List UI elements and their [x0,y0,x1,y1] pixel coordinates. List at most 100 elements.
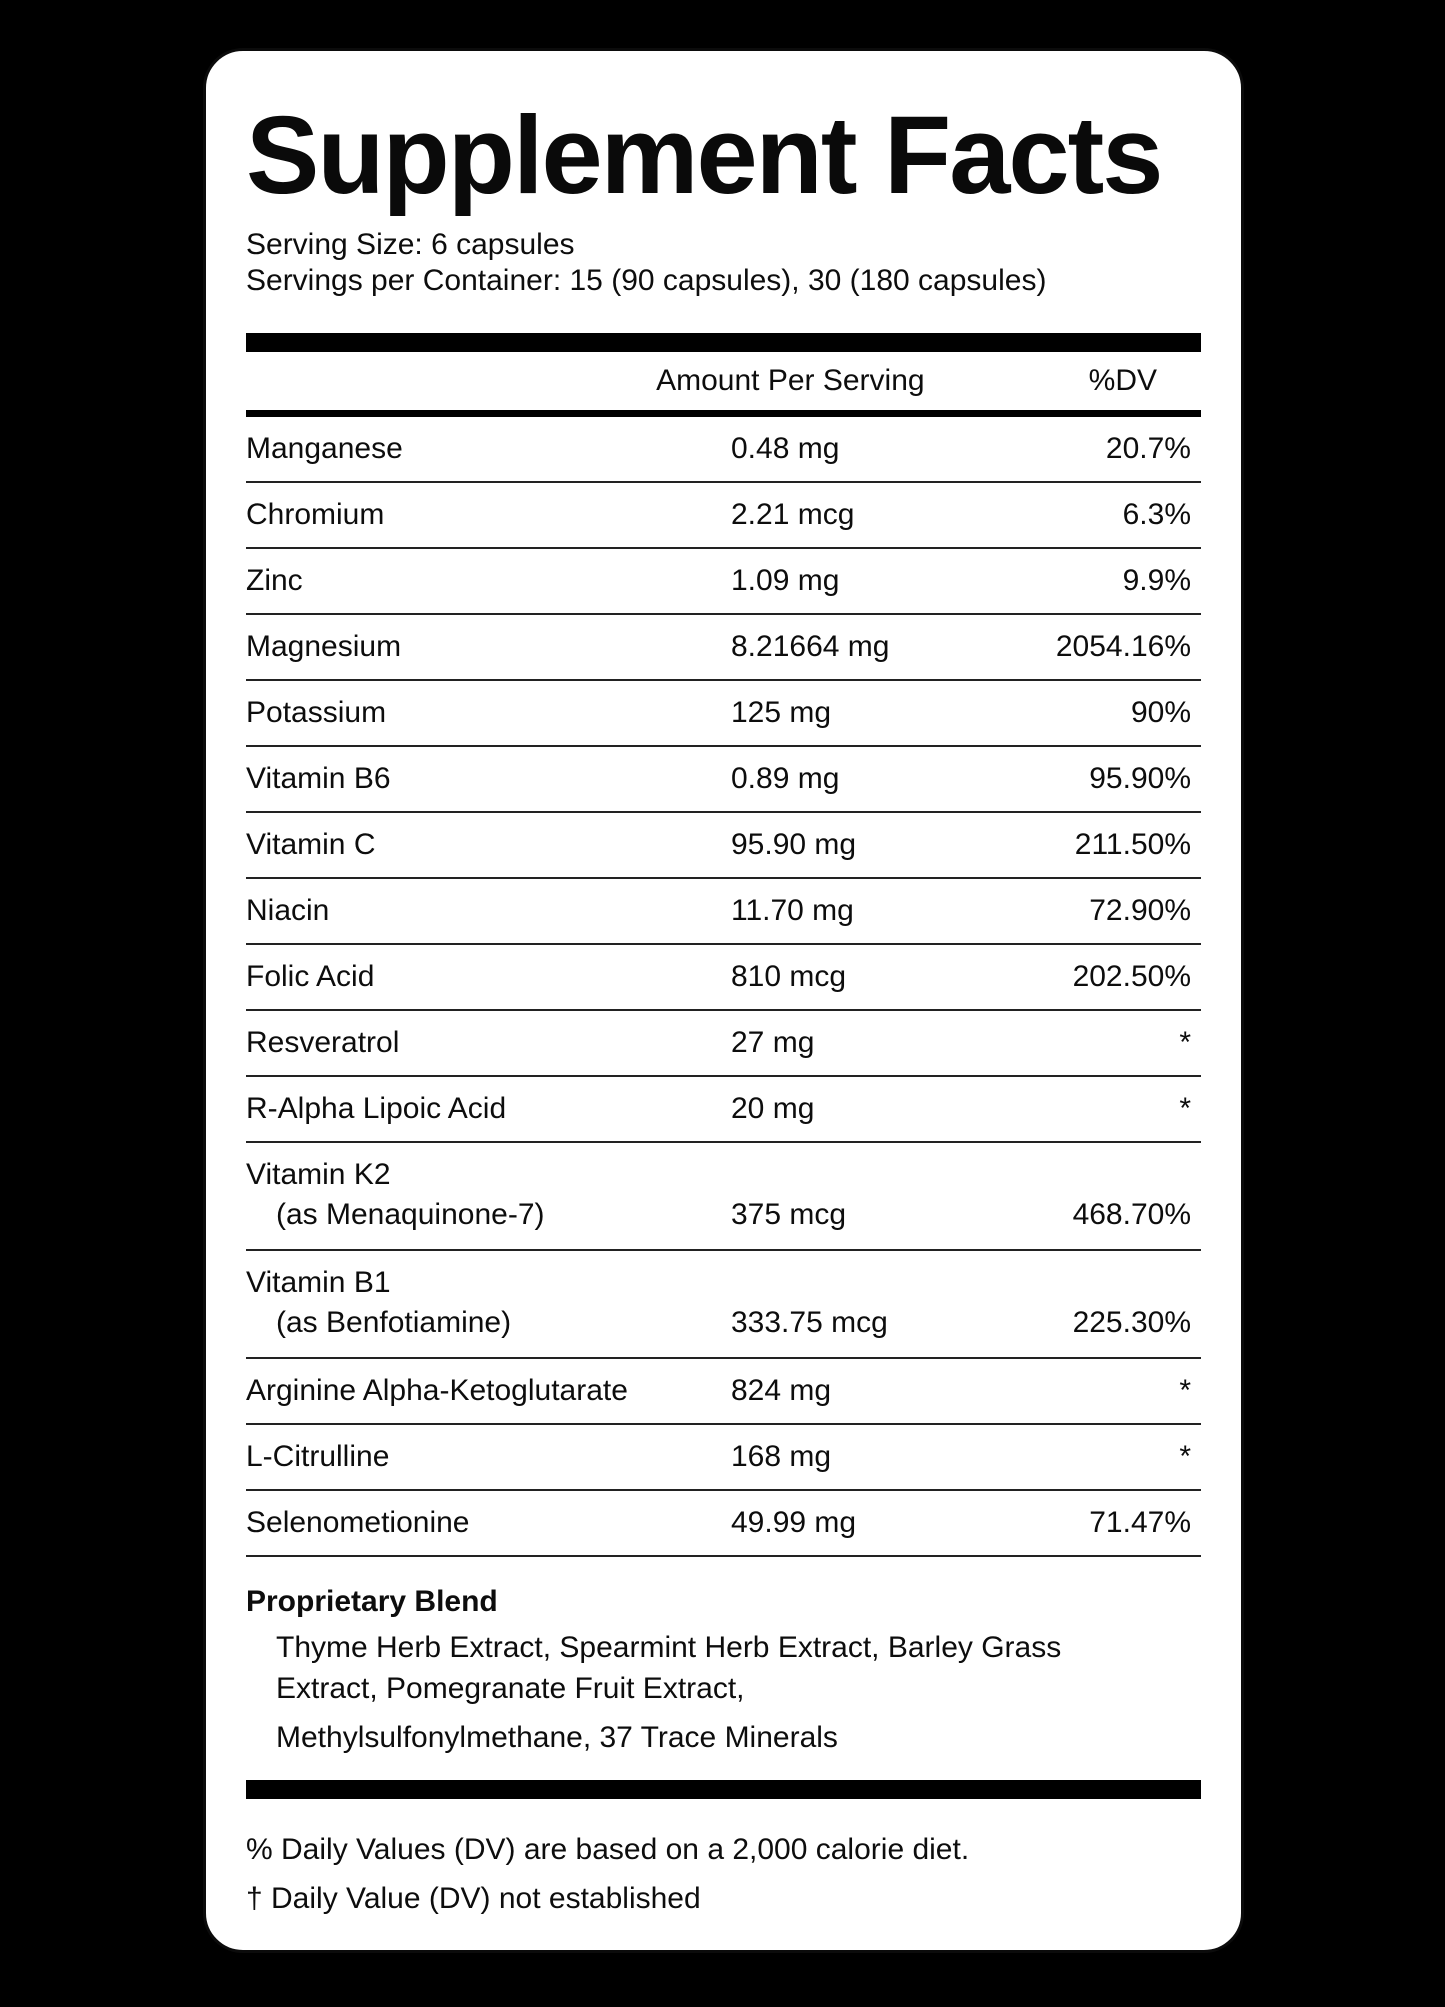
nutrient-dv: 72.90% [1089,894,1191,927]
nutrient-name: Selenometionine [246,1506,731,1540]
table-row: R-Alpha Lipoic Acid 20 mg * [246,1077,1201,1143]
nutrient-name: L-Citrulline [246,1440,731,1474]
table-row: Folic Acid 810 mcg 202.50% [246,945,1201,1011]
divider-bar-top [246,333,1201,352]
nutrient-amount: 375 mcg [731,1198,847,1231]
nutrient-dv: 6.3% [1122,498,1191,531]
table-row: Vitamin B1 (as Benfotiamine) 333.75 mcg 225… [246,1251,1201,1359]
nutrient-name-text: Zinc [246,564,303,597]
nutrient-name-text: Vitamin C [246,828,376,861]
table-row: Zinc 1.09 mg 9.9% [246,549,1201,615]
footnotes: % Daily Values (DV) are based on a 2,000… [246,1825,1201,1923]
blend-ingredients-line: Thyme Herb Extract, Spearmint Herb Extra… [276,1631,1062,1664]
table-row: Potassium 125 mg 90% [246,681,1201,747]
nutrient-dv: 211.50% [1074,828,1191,861]
nutrient-name-text: Vitamin B6 [246,762,391,795]
nutrient-dv: 90% [1130,696,1191,729]
proprietary-blend-heading: Proprietary Blend [246,1585,498,1618]
nutrient-name-text: Arginine Alpha-Ketoglutarate [246,1374,628,1407]
nutrient-name-text: Vitamin K2 [246,1158,391,1191]
nutrient-name: Chromium [246,498,731,532]
table-row: Magnesium 8.21664 mg 2054.16% [246,615,1201,681]
proprietary-blend-ingredients: Thyme Herb Extract, Spearmint Herb Extra… [246,1627,1201,1758]
nutrient-name: Zinc [246,564,731,598]
table-header-row: Amount Per Serving %DV [246,352,1201,417]
nutrient-form-text: (as Menaquinone-7) [276,1198,545,1231]
nutrient-amount: 27 mg [731,1026,815,1059]
blend-ingredients-line: Extract, Pomegranate Fruit Extract, [276,1672,745,1705]
nutrient-name-text: L-Citrulline [246,1440,390,1473]
nutrient-name-text: Potassium [246,696,387,729]
nutrient-amount: 333.75 mcg [731,1306,888,1339]
nutrient-name: R-Alpha Lipoic Acid [246,1092,731,1126]
nutrient-name-text: Chromium [246,498,385,531]
table-row: L-Citrulline 168 mg * [246,1425,1201,1491]
nutrient-name-text: Selenometionine [246,1506,470,1539]
page-title: Supplement Facts [246,94,1163,217]
nutrient-dv: * [1179,1374,1191,1407]
nutrient-name: Manganese [246,432,731,466]
serving-size-text: Serving Size: 6 capsules [246,228,575,261]
amount-per-serving-header: Amount Per Serving [656,364,925,397]
nutrient-name: Vitamin B6 [246,762,731,796]
blend-ingredients-line: Methylsulfonylmethane, 37 Trace Minerals [276,1721,838,1754]
nutrient-dv: * [1179,1026,1191,1059]
nutrient-amount: 125 mg [731,696,832,729]
nutrient-name-text: Niacin [246,894,330,927]
nutrient-amount: 0.48 mg [731,432,840,465]
nutrient-table: Manganese 0.48 mg 20.7% Chromium 2.21 mcg 6.3… [246,417,1201,1557]
table-row: Niacin 11.70 mg 72.90% [246,879,1201,945]
nutrient-dv: * [1179,1440,1191,1473]
nutrient-name: Folic Acid [246,960,731,994]
table-row: Vitamin B6 0.89 mg 95.90% [246,747,1201,813]
nutrient-amount: 810 mcg [731,960,847,993]
supplement-facts-card: Supplement Facts Serving Size: 6 capsule… [203,48,1244,1953]
nutrient-name: Resveratrol [246,1026,731,1060]
nutrient-name: Magnesium [246,630,731,664]
nutrient-amount: 1.09 mg [731,564,840,597]
nutrient-dv: 9.9% [1122,564,1191,597]
nutrient-dv: 225.30% [1072,1306,1191,1339]
nutrient-dv: 202.50% [1072,960,1191,993]
nutrient-amount: 168 mg [731,1440,832,1473]
nutrient-name: Arginine Alpha-Ketoglutarate [246,1374,731,1408]
nutrient-amount: 2.21 mcg [731,498,855,531]
nutrient-name-text: Manganese [246,432,403,465]
nutrient-dv: 468.70% [1072,1198,1191,1231]
percent-dv-header: %DV [1088,364,1157,397]
nutrient-dv: 95.90% [1089,762,1191,795]
table-row: Selenometionine 49.99 mg 71.47% [246,1491,1201,1557]
nutrient-name-text: Vitamin B1 [246,1266,391,1299]
nutrient-dv: 71.47% [1089,1506,1191,1539]
nutrient-dv: 2054.16% [1055,630,1191,663]
footnote-dv-not-established: † Daily Value (DV) not established [246,1882,701,1915]
nutrient-amount: 0.89 mg [731,762,840,795]
nutrient-name: Vitamin C [246,828,731,862]
divider-bar-bottom [246,1780,1201,1799]
nutrient-name: Niacin [246,894,731,928]
nutrient-amount: 49.99 mg [731,1506,857,1539]
nutrient-name-text: R-Alpha Lipoic Acid [246,1092,507,1125]
nutrient-amount: 8.21664 mg [731,630,890,663]
nutrient-name: Potassium [246,696,731,730]
table-row: Resveratrol 27 mg * [246,1011,1201,1077]
table-row: Arginine Alpha-Ketoglutarate 824 mg * [246,1359,1201,1425]
table-row: Chromium 2.21 mcg 6.3% [246,483,1201,549]
nutrient-name-text: Resveratrol [246,1026,400,1059]
nutrient-name: Vitamin B1 (as Benfotiamine) [246,1263,731,1343]
nutrient-name-text: Folic Acid [246,960,375,993]
servings-per-container-text: Servings per Container: 15 (90 capsules)… [246,264,1047,297]
nutrient-name: Vitamin K2 (as Menaquinone-7) [246,1155,731,1235]
proprietary-blend-section: Proprietary Blend Thyme Herb Extract, Sp… [246,1585,1201,1758]
serving-info: Serving Size: 6 capsules Servings per Co… [246,227,1201,299]
nutrient-name-text: Magnesium [246,630,402,663]
nutrient-amount: 824 mg [731,1374,832,1407]
footnote-daily-values: % Daily Values (DV) are based on a 2,000… [246,1833,970,1866]
table-row: Manganese 0.48 mg 20.7% [246,417,1201,483]
table-row: Vitamin C 95.90 mg 211.50% [246,813,1201,879]
nutrient-amount: 11.70 mg [731,894,854,927]
nutrient-amount: 20 mg [731,1092,815,1125]
table-row: Vitamin K2 (as Menaquinone-7) 375 mcg 468.7… [246,1143,1201,1251]
nutrient-form-text: (as Benfotiamine) [276,1306,512,1339]
